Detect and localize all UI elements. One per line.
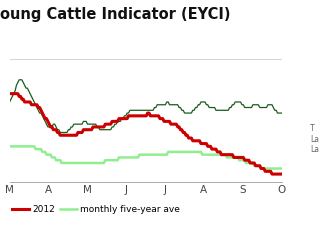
Text: oung Cattle Indicator (EYCI): oung Cattle Indicator (EYCI) bbox=[0, 7, 230, 22]
Text: T
La
La: T La La bbox=[310, 124, 319, 154]
Legend: 2012, monthly five-year ave: 2012, monthly five-year ave bbox=[9, 202, 184, 218]
